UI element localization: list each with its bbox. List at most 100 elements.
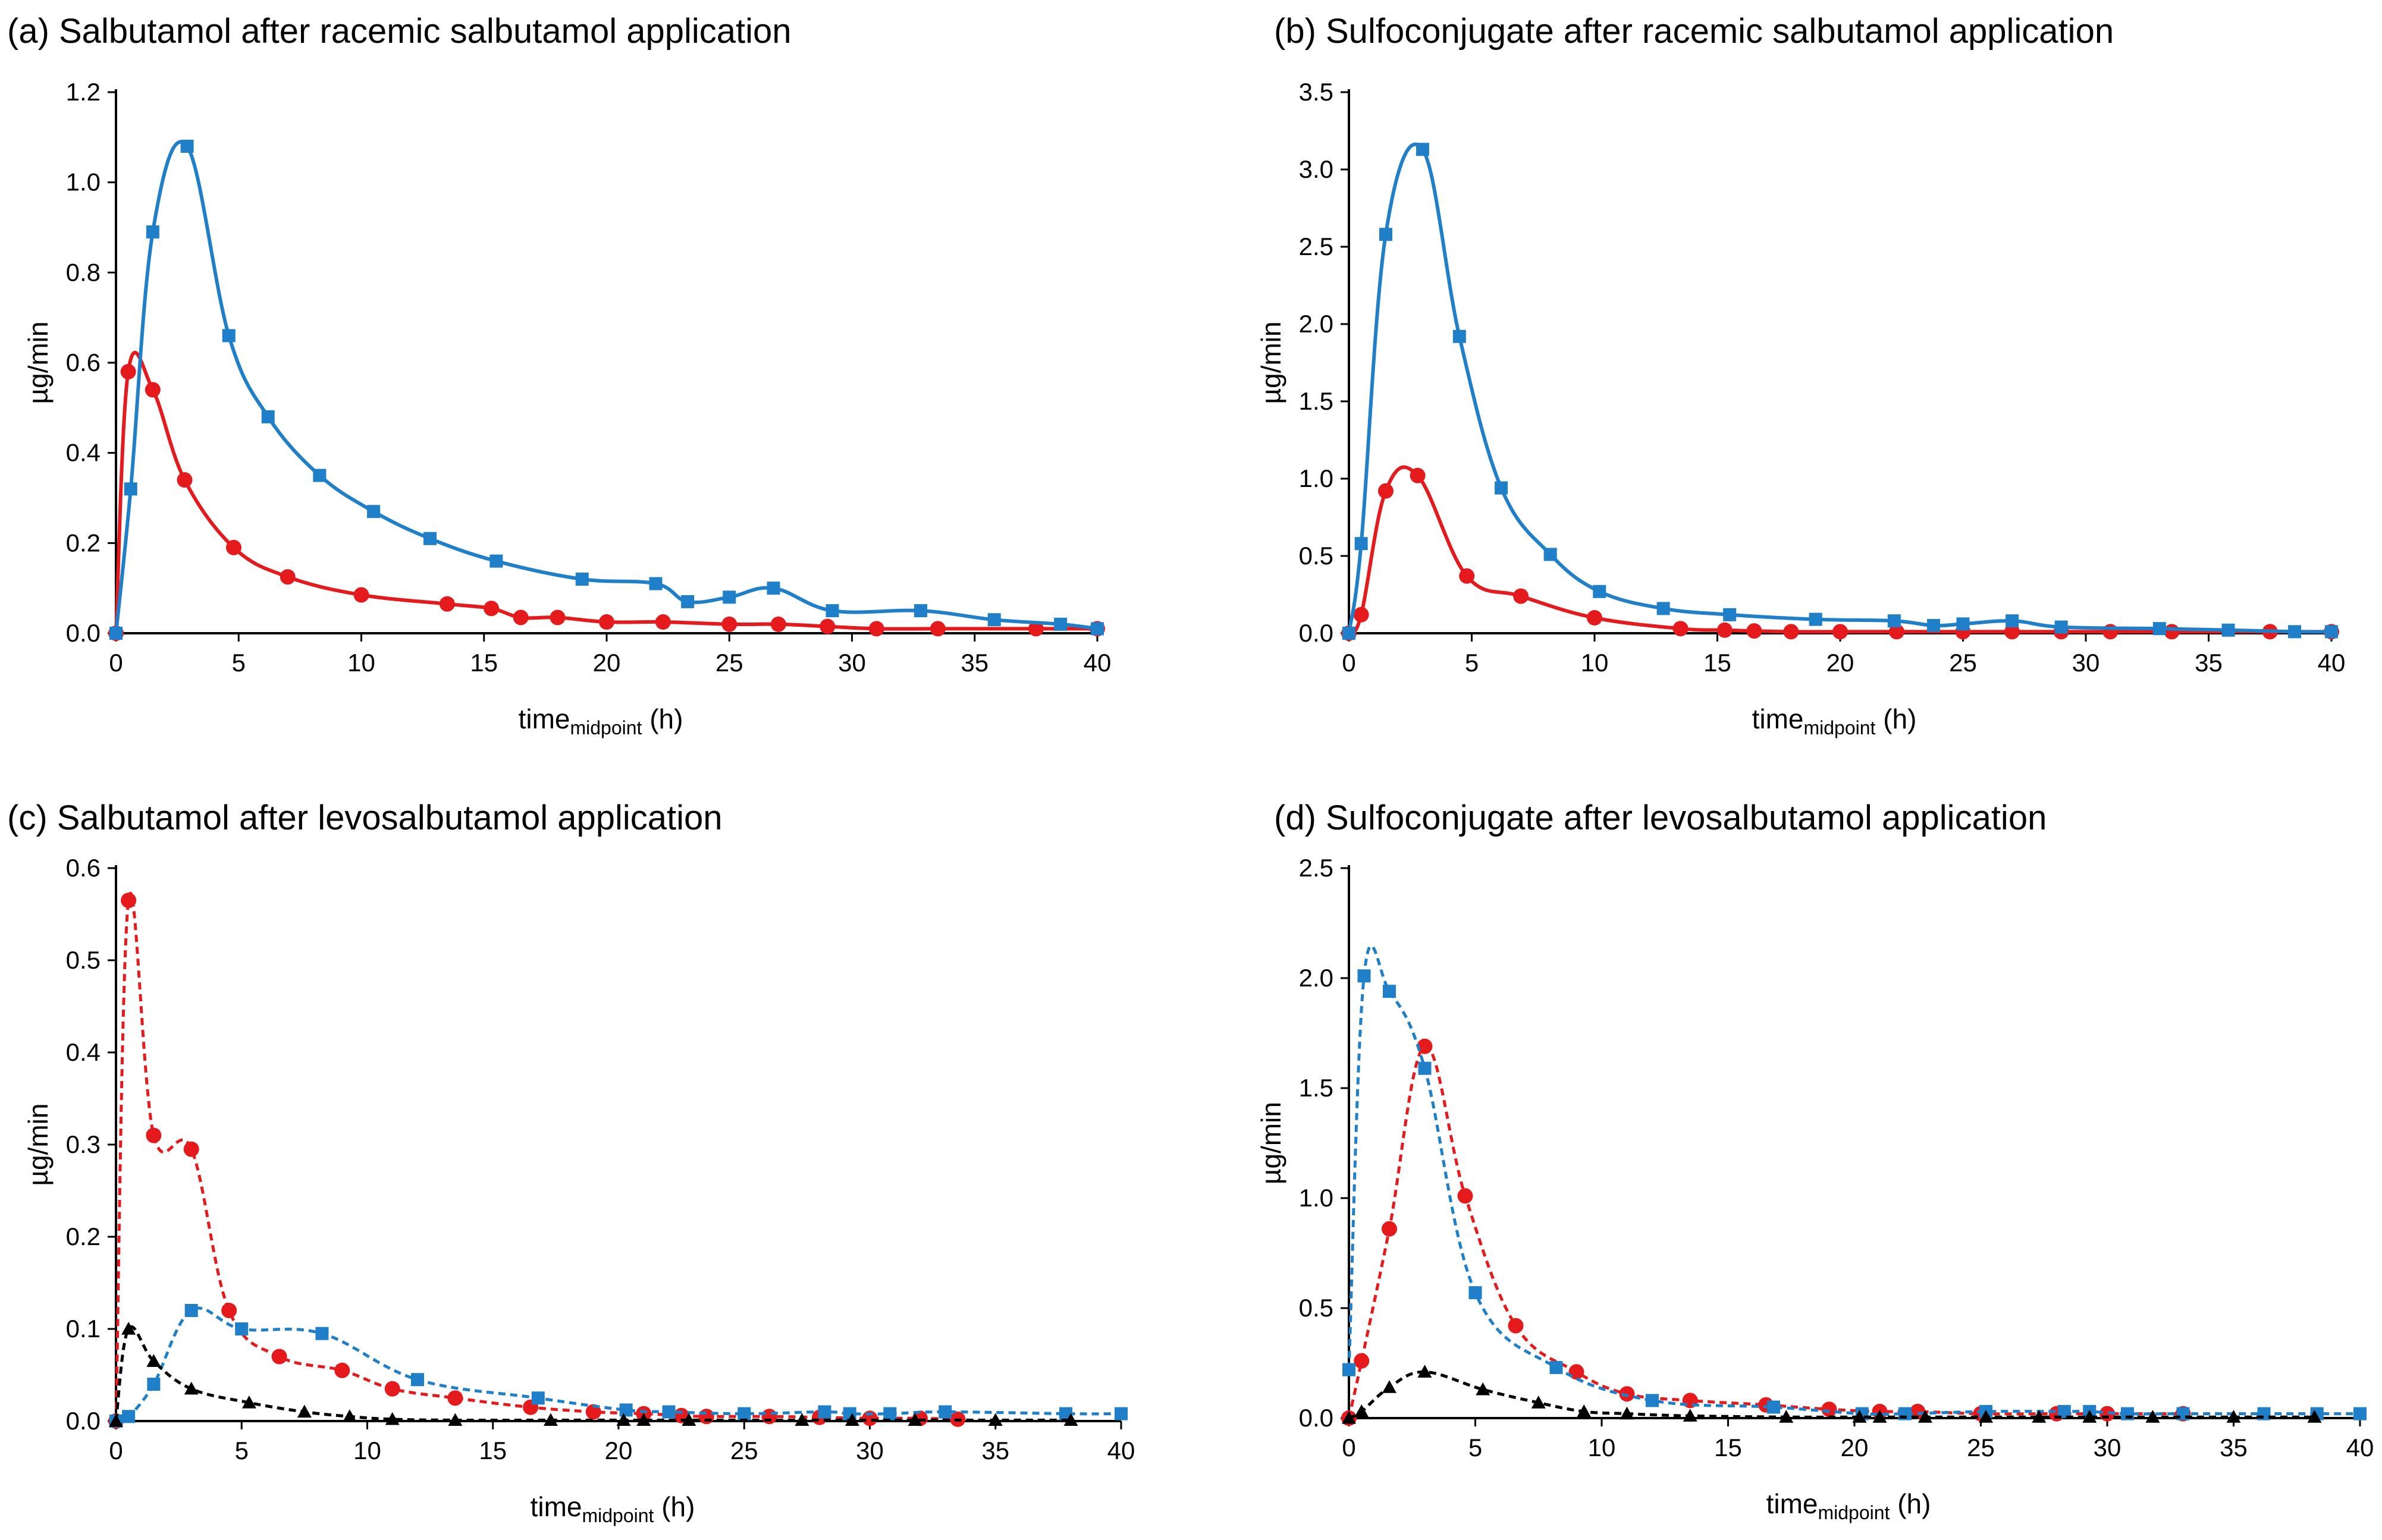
x-axis-label-main: time <box>1752 703 1804 734</box>
data-point-circle <box>868 621 884 637</box>
data-point-square <box>1809 612 1822 626</box>
data-point-square <box>1593 584 1606 598</box>
x-tick-label: 30 <box>838 649 866 677</box>
panel-c: (c) Salbutamol after levosalbutamol appl… <box>7 799 1135 1526</box>
data-point-circle <box>1910 1403 1926 1419</box>
red-circle-series <box>1341 465 2339 641</box>
data-point-triangle <box>1417 1365 1432 1378</box>
x-tick-label: 15 <box>1703 649 1731 677</box>
data-point-square <box>767 582 780 595</box>
data-point-square <box>180 140 194 153</box>
black-triangle-series <box>1342 1365 2322 1424</box>
x-tick-label: 25 <box>715 649 743 677</box>
panel-b: (b) Sulfoconjugate after racemic salbuta… <box>1256 12 2345 738</box>
data-point-square <box>575 573 589 586</box>
x-tick-label: 35 <box>2195 649 2223 677</box>
x-axis-label-subscript: midpoint <box>582 1505 654 1526</box>
data-point-square <box>1723 608 1737 621</box>
data-point-square <box>826 604 839 618</box>
data-point-triangle <box>121 1322 136 1335</box>
data-point-square <box>1468 1286 1482 1300</box>
data-point-square <box>109 627 123 640</box>
x-tick-label: 10 <box>1588 1434 1616 1462</box>
y-tick-label: 0.8 <box>66 258 101 286</box>
data-point-circle <box>1672 621 1689 637</box>
black-triangle-series <box>109 1322 1078 1427</box>
y-tick-label: 0.6 <box>66 348 101 376</box>
data-point-square <box>737 1407 751 1420</box>
data-point-triangle <box>636 1413 651 1426</box>
data-point-circle <box>177 472 193 488</box>
x-tick-label: 40 <box>1107 1437 1135 1464</box>
data-point-square <box>619 1403 633 1417</box>
x-axis-label: timemidpoint (h) <box>1766 1488 1931 1523</box>
data-point-circle <box>698 1409 714 1425</box>
y-tick-label: 0.2 <box>66 1222 101 1250</box>
data-point-circle <box>1508 1318 1524 1334</box>
data-point-circle <box>1354 1353 1370 1369</box>
x-axis-label-unit: (h) <box>1875 703 1916 734</box>
data-point-circle <box>1513 588 1529 604</box>
data-point-circle <box>1382 1221 1397 1237</box>
x-tick-label: 10 <box>347 649 375 677</box>
data-point-triangle <box>795 1413 809 1426</box>
x-axis-label-subscript: midpoint <box>1803 717 1875 738</box>
data-point-square <box>124 482 137 496</box>
data-point-circle <box>761 1409 777 1425</box>
x-tick-label: 15 <box>470 649 498 677</box>
data-point-circle <box>770 616 786 632</box>
panel-d: (d) Sulfoconjugate after levosalbutamol … <box>1256 799 2374 1523</box>
data-point-circle <box>2102 624 2119 640</box>
data-point-square <box>1656 602 1670 615</box>
x-axis-label: timemidpoint (h) <box>531 1491 695 1526</box>
y-tick-label: 0.2 <box>66 529 101 557</box>
x-axis-label: timemidpoint (h) <box>1752 703 1917 738</box>
data-point-square <box>147 1378 161 1391</box>
series-line <box>114 140 1098 634</box>
data-point-circle <box>1832 624 1848 640</box>
data-point-circle <box>550 609 566 626</box>
data-point-square <box>662 1405 676 1419</box>
data-point-circle <box>334 1362 350 1378</box>
data-point-square <box>2353 1407 2367 1420</box>
data-point-circle <box>145 382 161 398</box>
x-tick-label: 0 <box>1342 649 1355 677</box>
x-tick-label: 10 <box>353 1437 381 1464</box>
data-point-circle <box>280 569 296 585</box>
x-axis-label: timemidpoint (h) <box>519 703 683 738</box>
data-point-triangle <box>385 1412 400 1425</box>
data-point-square <box>987 613 1001 627</box>
x-tick-label: 5 <box>235 1437 249 1464</box>
x-tick-label: 5 <box>1465 649 1479 677</box>
y-axis-label: µg/min <box>1256 1102 1286 1184</box>
data-point-triangle <box>2226 1410 2241 1423</box>
y-tick-label: 1.2 <box>66 78 101 106</box>
y-axis-label: µg/min <box>23 322 54 404</box>
data-point-triangle <box>1577 1404 1592 1418</box>
series-line <box>1347 1045 2183 1419</box>
x-tick-label: 0 <box>109 1437 123 1464</box>
data-point-circle <box>353 587 369 603</box>
data-point-circle <box>820 618 836 634</box>
series-line <box>114 891 958 1422</box>
data-point-triangle <box>988 1413 1003 1426</box>
x-tick-label: 30 <box>856 1437 884 1464</box>
series-line <box>1347 142 2332 634</box>
x-axis-label-unit: (h) <box>1890 1488 1931 1519</box>
data-point-square <box>1115 1407 1128 1420</box>
y-tick-label: 3.5 <box>1299 78 1333 106</box>
data-point-circle <box>1587 610 1602 626</box>
data-point-triangle <box>1779 1410 1794 1423</box>
x-tick-label: 20 <box>1826 649 1854 677</box>
x-tick-label: 35 <box>981 1437 1009 1464</box>
data-point-triangle <box>241 1396 256 1409</box>
data-point-square <box>122 1410 136 1423</box>
data-point-triangle <box>184 1381 199 1395</box>
data-point-circle <box>1821 1401 1837 1418</box>
data-point-square <box>489 554 503 568</box>
x-tick-label: 0 <box>1342 1434 1355 1462</box>
data-point-square <box>1495 481 1508 495</box>
y-tick-label: 1.0 <box>1299 1184 1333 1212</box>
x-tick-label: 5 <box>232 649 246 677</box>
data-point-triangle <box>109 1414 123 1427</box>
